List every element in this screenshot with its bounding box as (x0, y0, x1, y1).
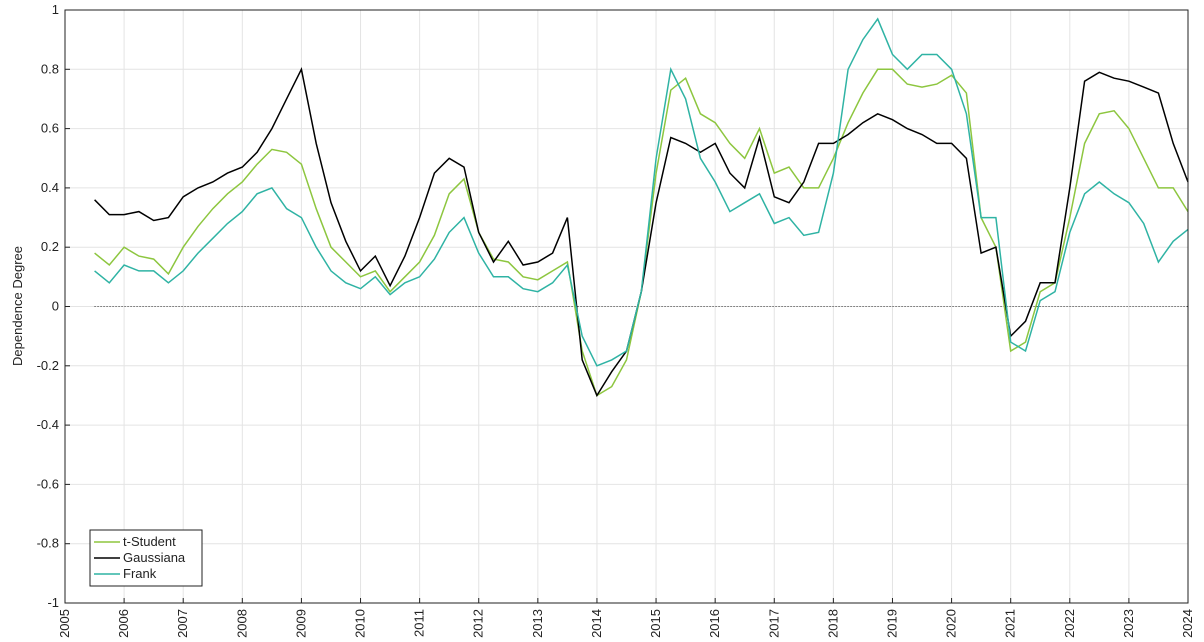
x-tick-label: 2014 (589, 609, 604, 638)
x-tick-label: 2021 (1003, 609, 1018, 638)
x-tick-label: 2016 (707, 609, 722, 638)
x-tick-label: 2006 (116, 609, 131, 638)
x-tick-label: 2008 (234, 609, 249, 638)
plot-frame (64, 9, 1189, 604)
x-tick-label: 2017 (766, 609, 781, 638)
x-tick-label: 2009 (293, 609, 308, 638)
legend-label: Frank (123, 566, 157, 581)
series-line (94, 67, 1189, 398)
x-tick-label: 2012 (471, 609, 486, 638)
x-tick-label: 2010 (353, 609, 368, 638)
y-tick-label: 1 (52, 2, 59, 17)
y-tick-label: -0.6 (37, 476, 59, 491)
y-tick-label: 0.8 (41, 61, 59, 76)
x-tick-label: 2024 (1180, 609, 1195, 638)
x-tick-label: 2015 (648, 609, 663, 638)
series-line (94, 17, 1189, 367)
x-tick-label: 2023 (1121, 609, 1136, 638)
x-tick-label: 2007 (175, 609, 190, 638)
y-tick-label: 0.2 (41, 239, 59, 254)
y-tick-label: 0.6 (41, 121, 59, 136)
x-tick-label: 2019 (884, 609, 899, 638)
x-tick-label: 2020 (944, 609, 959, 638)
y-tick-label: -0.4 (37, 417, 59, 432)
y-tick-label: -0.2 (37, 358, 59, 373)
legend-label: Gaussiana (123, 550, 186, 565)
series-line (94, 68, 1189, 397)
legend-label: t-Student (123, 534, 176, 549)
x-tick-label: 2022 (1062, 609, 1077, 638)
y-tick-label: -1 (47, 595, 59, 610)
y-tick-label: 0.4 (41, 180, 59, 195)
x-tick-label: 2005 (57, 609, 72, 638)
x-tick-label: 2018 (825, 609, 840, 638)
y-tick-label: -0.8 (37, 536, 59, 551)
x-tick-label: 2013 (530, 609, 545, 638)
y-tick-label: 0 (52, 299, 59, 314)
x-tick-label: 2011 (412, 609, 427, 637)
y-axis-label: Dependence Degree (10, 246, 25, 366)
